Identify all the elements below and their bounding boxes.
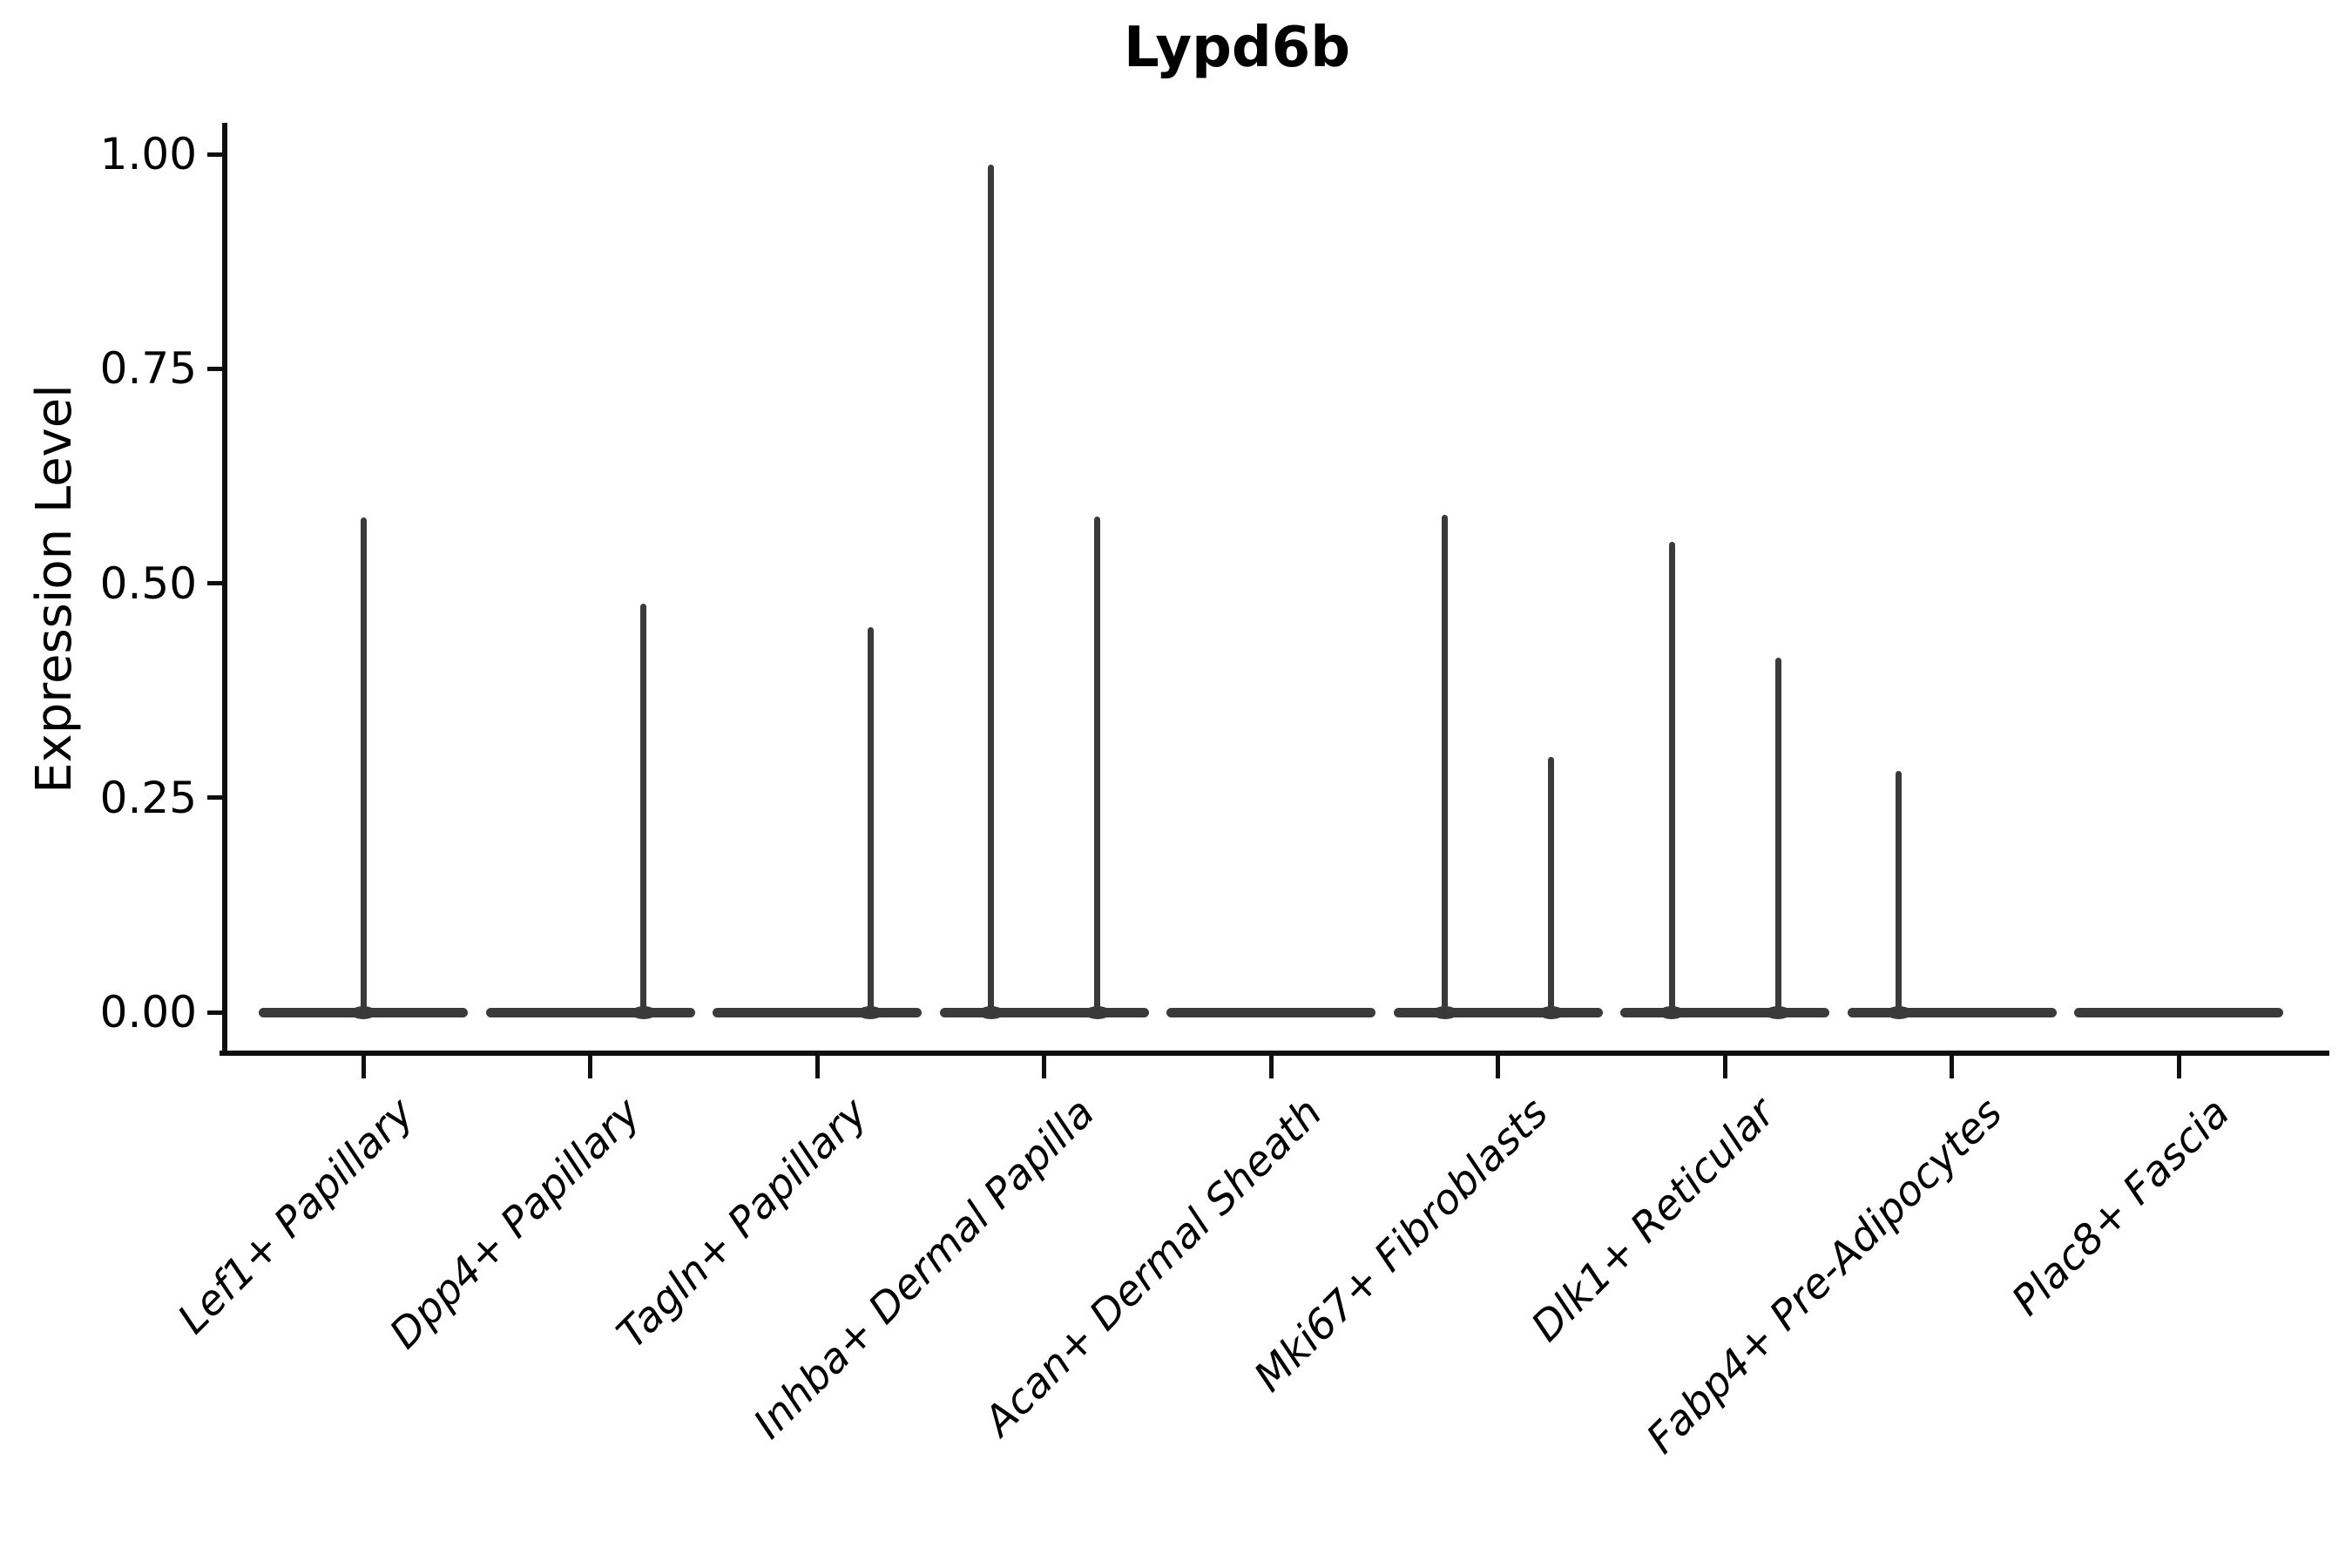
x-tick-mark <box>588 1056 592 1078</box>
y-tick-label: 0.75 <box>99 343 197 395</box>
violin-spike <box>1668 542 1675 1017</box>
x-tick-label: Plac8+ Fascia <box>2002 1089 2239 1326</box>
y-tick-label: 0.00 <box>99 987 197 1037</box>
violin-baseline <box>2074 1007 2283 1017</box>
x-tick-label: Lef1+ Papillary <box>168 1089 423 1344</box>
y-tick-mark <box>207 1010 222 1015</box>
y-tick-mark <box>207 581 222 585</box>
x-tick-mark <box>1950 1056 1954 1078</box>
x-tick-mark <box>2176 1056 2181 1078</box>
violin-spike <box>1548 757 1554 1017</box>
x-axis-spine <box>220 1051 2329 1056</box>
chart-title: Lypd6b <box>1123 16 1351 80</box>
violin-baseline <box>1847 1007 2057 1017</box>
violin-baseline <box>1393 1007 1603 1017</box>
y-tick-mark <box>207 366 222 371</box>
x-tick-label: Tagln+ Papillary <box>608 1089 877 1358</box>
y-tick-mark <box>207 795 222 801</box>
violin-spike <box>360 517 367 1017</box>
x-tick-mark <box>1268 1056 1274 1078</box>
violin-baseline <box>485 1007 695 1017</box>
x-tick-label: Dpp4+ Papillary <box>381 1089 651 1359</box>
y-tick-label: 0.25 <box>99 772 197 823</box>
violin-baseline <box>939 1007 1149 1017</box>
violin-baseline <box>1620 1007 1829 1017</box>
x-tick-mark <box>1722 1056 1727 1078</box>
violin-spike <box>1442 514 1448 1017</box>
violin-spike <box>1094 516 1100 1017</box>
y-tick-label: 1.00 <box>99 129 197 179</box>
y-tick-mark <box>207 152 222 157</box>
violin-baseline <box>713 1007 922 1017</box>
y-tick-label: 0.50 <box>99 558 197 609</box>
x-tick-mark <box>1496 1056 1500 1078</box>
violin-spike <box>867 626 874 1017</box>
x-tick-mark <box>361 1056 366 1078</box>
violin-spike <box>1896 771 1902 1017</box>
x-tick-mark <box>814 1056 820 1078</box>
violin-baseline <box>1166 1007 1375 1017</box>
violin-spike <box>988 164 994 1017</box>
violin-spike <box>640 604 646 1017</box>
x-tick-mark <box>1042 1056 1046 1078</box>
violin-spike <box>1774 658 1781 1017</box>
x-tick-label: Dlk1+ Reticular <box>1522 1089 1785 1351</box>
y-axis-spine <box>222 123 227 1053</box>
